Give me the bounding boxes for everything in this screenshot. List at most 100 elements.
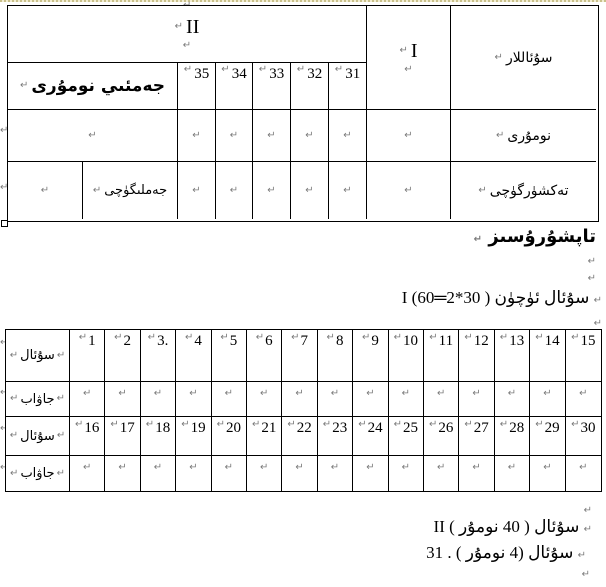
answer-entry-cell[interactable]: ↵ [459,456,495,491]
checker-label-cell[interactable]: ↵ تەكشۈرگۈچى [451,162,596,219]
section2-heading-line[interactable]: II سۇئال ( 40 نومۇر ) ↵ [434,517,592,537]
question-number-cell[interactable]: ↵ 12 [459,330,495,382]
checker-entry-cell[interactable]: ↵ [178,162,216,219]
answer-entry-cell[interactable]: ↵ [211,382,247,417]
answer-entry-cell[interactable]: ↵ [317,382,354,417]
answer-entry-cell[interactable]: ↵ [105,382,141,417]
question-number-cell[interactable]: ↵ 16 [70,417,106,456]
score-entry-cell[interactable]: ↵ [329,110,367,162]
answer-entry-cell[interactable]: ↵ [388,382,424,417]
question-number-cell[interactable]: ↵ 5 [211,330,247,382]
score-entry-cell[interactable]: ↵ [216,110,253,162]
answer-entry-cell[interactable]: ↵ [141,456,177,491]
question31-heading-line[interactable]: 31 . سۇئال (4 نومۇر ) ↵ [426,543,586,563]
question-number-cell[interactable]: ↵ 4 [176,330,212,382]
question-number-cell[interactable]: ↵ 14 [530,330,566,382]
answer-entry-cell[interactable]: ↵ [105,456,141,491]
answer-entry-cell[interactable]: ↵ [530,382,566,417]
questions-label-cell[interactable]: ↵ سۇئاللار [451,6,596,110]
answer-entry-cell[interactable]: ↵ [247,456,283,491]
question-number-cell[interactable]: ↵ 7 [282,330,318,382]
answer-entry-cell[interactable]: ↵ [212,456,247,491]
paper-title-line[interactable]: تاپشۇرۇسىز ↵ [474,226,596,247]
answer-entry-cell[interactable]: ↵ [247,382,283,417]
question-number-cell[interactable]: ↵ 29 [530,417,566,456]
question-number-cell[interactable]: ↵ 6 [247,330,283,382]
answer-entry-cell[interactable]: ↵ [318,456,354,491]
question-number-cell[interactable]: ↵ 32 [291,63,329,110]
question-number-cell[interactable]: ↵ 33 [253,63,291,110]
checker-entry-cell[interactable]: ↵ [329,162,367,219]
question-number-cell[interactable]: ↵ 2 [105,330,141,382]
question-number-cell[interactable]: ↵ 34 [216,63,253,110]
question-number-cell[interactable]: ↵ 19 [176,417,212,456]
linebreak-mark: ↵ [579,462,588,473]
summer-label-cell[interactable]: ↵ جەملىگۈچى [83,162,178,219]
checker-entry-cell[interactable]: ↵ [291,162,329,219]
question-number-cell[interactable]: ↵ 26 [424,417,460,456]
answer-entry-cell[interactable]: ↵ [282,456,318,491]
answer-entry-cell[interactable]: ↵ [566,456,601,491]
question-number-cell[interactable]: ↵ 22 [282,417,318,456]
answer-entry-cell[interactable]: ↵ [70,382,106,417]
question-number-cell[interactable]: ↵ 13 [494,330,531,382]
summer-entry-cell[interactable]: ↵ [8,162,83,219]
question-number-cell[interactable]: ↵ 17 [105,417,141,456]
score-label-cell[interactable]: ↵ نومۇرى [451,110,596,162]
section1-heading-line[interactable]: I سۇئال ئۈچۈن ( 30*2═60) ↵ [402,288,602,308]
question-number-cell[interactable]: ↵ 23 [317,417,354,456]
question-number-cell[interactable]: ↵ 9 [353,330,389,382]
answer-entry-cell[interactable]: ↵ [353,456,389,491]
score-entry-cell[interactable]: ↵ [291,110,329,162]
question-number-cell[interactable]: ↵ 18 [140,417,177,456]
checker-entry-cell[interactable]: ↵ [216,162,253,219]
row-label-text: جاۋاب [20,466,55,481]
checker-entry-cell[interactable]: ↵ [367,162,451,219]
section2-text: II سۇئال ( 40 نومۇر ) [433,517,580,536]
answer-entry-cell[interactable]: ↵ [494,382,531,417]
question-number: 24 [367,420,383,436]
question-number-cell[interactable]: ↵ 30 [565,417,601,456]
score-entry-cell[interactable]: ↵ [8,110,178,162]
answer-entry-cell[interactable]: ↵ [389,456,424,491]
checker-entry-cell[interactable]: ↵ [253,162,291,219]
linebreak-mark: ↵ [404,63,413,75]
answer-entry-cell[interactable]: ↵ [530,456,566,491]
score-entry-cell[interactable]: ↵ [253,110,291,162]
linebreak-mark: ↵ [499,419,509,430]
answer-entry-cell[interactable]: ↵ [424,456,460,491]
question-number-cell[interactable]: ↵ 27 [459,417,495,456]
question-number-cell[interactable]: ↵ 10 [388,330,424,382]
answer-entry-cell[interactable]: ↵ [140,382,177,417]
question-number-cell[interactable]: ↵ 20 [211,417,247,456]
question-number-cell[interactable]: ↵ 8 [317,330,354,382]
question-number-cell[interactable]: ↵ 28 [494,417,531,456]
answer-entry-cell[interactable]: ↵ [424,382,460,417]
answer-entry-cell[interactable]: ↵ [176,382,212,417]
question-number-cell[interactable]: ↵ 15 [565,330,601,382]
question-number-cell[interactable]: ↵ 1 [70,330,106,382]
answer-entry-cell[interactable]: ↵ [495,456,531,491]
question-number-cell[interactable]: ↵ 24 [353,417,389,456]
answer-entry-cell[interactable]: ↵ [353,382,389,417]
total-score-label-cell[interactable]: ↵ جەمئىي نومۇرى [8,63,178,110]
question-number-cell[interactable]: ↵ 3. [140,330,177,382]
question-number-cell[interactable]: ↵ 21 [247,417,283,456]
question-number-cell[interactable]: ↵ 31 [329,63,367,110]
question-number-cell[interactable]: ↵ 35 [178,63,216,110]
section-i-cell[interactable]: ↵ I ↵ [367,6,451,110]
answer-entry-cell[interactable]: ↵ [282,382,318,417]
answer-entry-cell[interactable]: ↵ [70,456,106,491]
section-ii-cell[interactable]: ↵ II ↵ [8,6,367,63]
table-resize-handle[interactable] [1,220,8,227]
linebreak-mark: ↵ [343,184,352,196]
question-number-cell[interactable]: ↵ 11 [424,330,460,382]
question-number-cell[interactable]: ↵ 25 [388,417,424,456]
answer-entry-cell[interactable]: ↵ [565,382,601,417]
row-end-mark: ↵ [0,463,8,473]
answer-entry-cell[interactable]: ↵ [176,456,212,491]
answer-entry-cell[interactable]: ↵ [459,382,495,417]
score-entry-cell[interactable]: ↵ [178,110,216,162]
score-entry-cell[interactable]: ↵ [367,110,451,162]
